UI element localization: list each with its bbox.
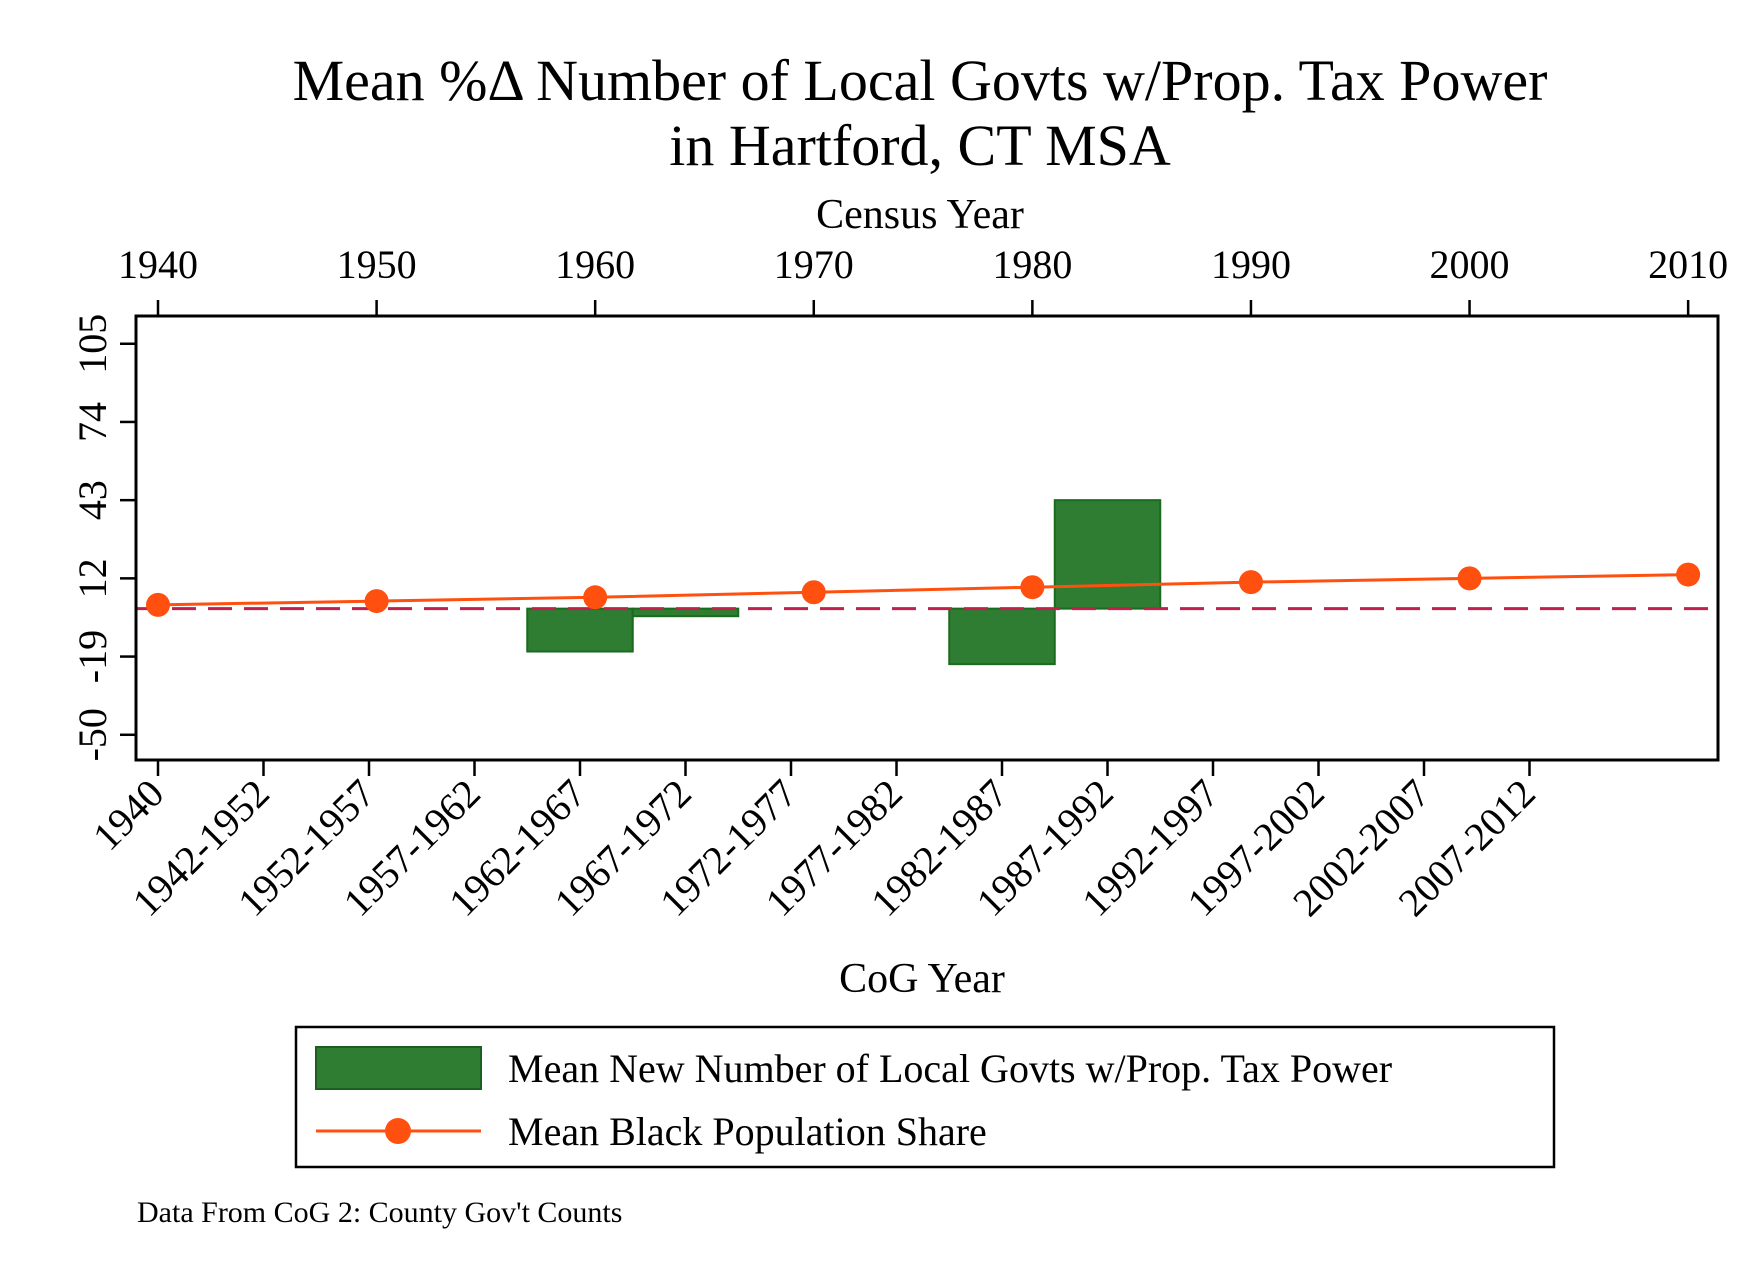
bar-1987-1992 (1053, 499, 1162, 610)
top-tick-label: 2010 (1648, 242, 1728, 287)
plot-frame (134, 314, 1720, 762)
bars (526, 499, 1162, 666)
top-tick-label: 1940 (118, 242, 198, 287)
y-tick-label: 43 (70, 480, 115, 520)
top-tick-label: 2000 (1430, 242, 1510, 287)
chart-title: Mean %Δ Number of Local Govts w/Prop. Ta… (293, 48, 1548, 178)
bar-1982-1987 (948, 607, 1056, 666)
line-point-1960 (583, 585, 608, 610)
top-tick-label: 1950 (337, 242, 417, 287)
top-tick-label: 1980 (992, 242, 1072, 287)
line-point-1950 (364, 589, 389, 614)
bottom-axis-label: CoG Year (839, 956, 1005, 1002)
line-series-path (157, 573, 1689, 607)
y-tick-label: -19 (70, 630, 115, 683)
y-tick-label: -50 (70, 708, 115, 761)
bar-1962-1967 (526, 607, 634, 653)
legend: Mean New Number of Local Govts w/Prop. T… (294, 1025, 1556, 1169)
bottom-tick-label: 1940 (84, 771, 172, 859)
chart-title-line-1: Mean %Δ Number of Local Govts w/Prop. Ta… (293, 48, 1548, 113)
top-axis-label: Census Year (816, 192, 1024, 238)
top-tick-label: 1960 (555, 242, 635, 287)
y-tick-label: 12 (70, 558, 115, 598)
source-note: Data From CoG 2: County Gov't Counts (137, 1196, 622, 1229)
line-point-1940 (146, 592, 170, 617)
legend-box (294, 1025, 1556, 1169)
y-tick-label: 74 (70, 402, 115, 442)
legend-bar-label: Mean New Number of Local Govts w/Prop. T… (508, 1046, 1392, 1091)
legend-bar-swatch (315, 1046, 482, 1090)
top-tick-label: 1970 (774, 242, 854, 287)
top-tick-label: 1990 (1211, 242, 1291, 287)
chart-title-line-2: in Hartford, CT MSA (669, 113, 1171, 178)
y-tick-label: 105 (70, 314, 115, 374)
legend-line-label: Mean Black Population Share (508, 1109, 987, 1154)
line-point-1990 (1238, 570, 1263, 595)
line-point-2010 (1676, 562, 1701, 587)
line-point-1970 (801, 580, 826, 605)
line-point-2000 (1457, 566, 1482, 591)
legend-line-marker (385, 1118, 411, 1144)
y-axis-ticks: -50 -19 12 43 74 105 (70, 314, 136, 761)
top-axis-ticks: 1940 1950 1960 1970 1980 1990 2000 2010 (118, 242, 1728, 316)
bottom-axis-ticks: 19401942-19521952-19571957-19621962-1967… (84, 760, 1544, 925)
line-series (146, 562, 1701, 617)
line-point-1980 (1020, 575, 1045, 600)
